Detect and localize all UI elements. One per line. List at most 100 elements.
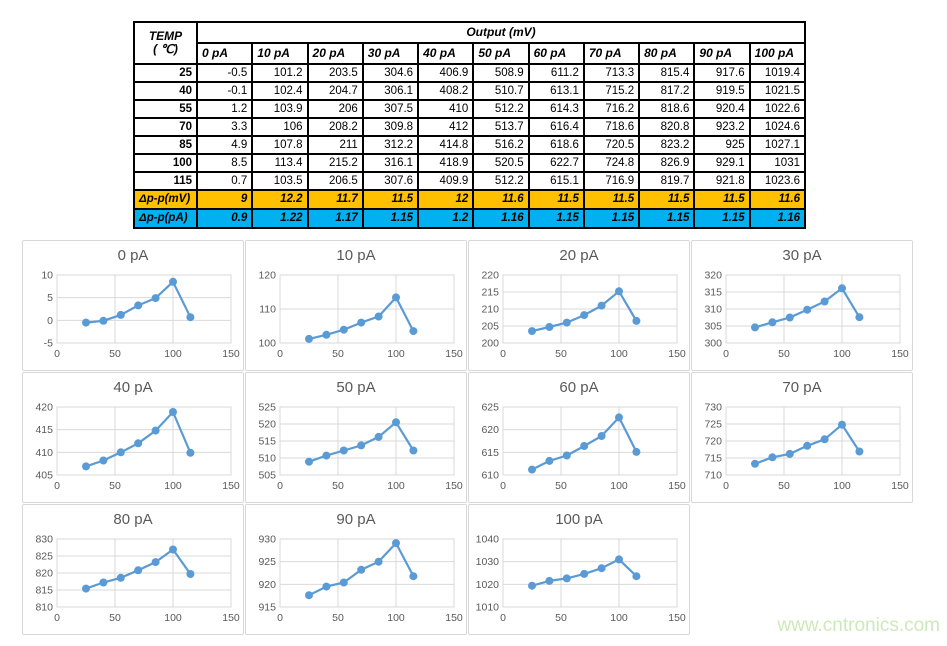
- y-tick-label: 825: [35, 551, 53, 563]
- y-tick-label: 415: [35, 424, 53, 436]
- x-tick-label: 50: [332, 612, 344, 624]
- delta-value: 1.15: [582, 208, 641, 229]
- y-tick-label: 1010: [476, 602, 500, 614]
- value-cell: 819.7: [638, 171, 696, 191]
- value-cell: 1019.4: [748, 63, 807, 83]
- y-tick-label: 210: [481, 304, 499, 316]
- x-tick-label: 50: [109, 480, 121, 492]
- chart-plot: 300 305 310 315 320 0 50 100 150: [704, 270, 908, 361]
- x-tick-label: 50: [109, 348, 121, 360]
- delta-value: 12: [417, 189, 475, 210]
- data-point: [597, 432, 606, 440]
- delta-value: 11.5: [527, 189, 585, 210]
- y-tick-label: 315: [704, 287, 722, 299]
- y-tick-label: 520: [258, 419, 276, 431]
- data-point: [632, 316, 641, 325]
- temp-cell: 115: [133, 171, 198, 191]
- temp-cell: 40: [133, 81, 198, 101]
- table-row: 115 0.7 103.5 206.5 307.6 409.9 512.2 615.1 716.…: [133, 171, 807, 191]
- chart-title: 40 pA: [113, 379, 153, 396]
- value-cell: 520.5: [472, 153, 530, 173]
- value-cell: 4.9: [195, 135, 254, 155]
- data-point: [134, 566, 143, 575]
- value-cell: 412: [417, 117, 475, 137]
- value-cell: 920.4: [693, 99, 751, 119]
- y-tick-label: 205: [481, 321, 499, 333]
- data-point: [580, 569, 589, 578]
- y-tick-label: 410: [35, 447, 53, 459]
- y-tick-label: 305: [704, 321, 722, 333]
- y-tick-label: 110: [259, 304, 276, 316]
- x-tick-label: 0: [54, 480, 60, 492]
- col-header: 30 pA: [361, 42, 420, 65]
- value-cell: 516.2: [472, 135, 530, 155]
- data-point: [169, 545, 177, 554]
- y-tick-label: 620: [481, 424, 499, 436]
- chart-title: 90 pA: [336, 511, 376, 528]
- x-tick-label: 0: [54, 612, 60, 624]
- y-tick-label: 930: [258, 534, 276, 546]
- data-point: [169, 277, 177, 286]
- y-tick-label: 200: [481, 338, 499, 350]
- data-point: [409, 446, 418, 455]
- data-point: [339, 325, 348, 334]
- charts-grid: 0 pA -5 0 5 10 0 50 100 150 10 pA 100 110 120 0 50 100 1…: [22, 240, 913, 635]
- table-row: 100 8.5 113.4 215.2 316.1 418.9 520.5 622.7 724.…: [133, 153, 807, 173]
- y-tick-label: 505: [258, 470, 276, 482]
- table-head: TEMP( ℃) Output (mV) 0 pA 10 pA 20 pA 30 pA 40…: [133, 21, 807, 65]
- data-point: [322, 451, 331, 460]
- data-point: [751, 323, 759, 332]
- delta-value: 11.5: [582, 189, 641, 210]
- data-point: [116, 310, 125, 319]
- data-point: [528, 327, 536, 336]
- data-point: [339, 578, 348, 587]
- watermark: www.cntronics.com: [777, 615, 940, 636]
- value-cell: 815.4: [638, 63, 696, 83]
- chart-title: 20 pA: [559, 247, 599, 264]
- value-cell: -0.5: [195, 63, 254, 83]
- chart-panel-40-pa: 40 pA 405 410 415 420 0 50 100 150: [22, 372, 244, 503]
- value-cell: 929.1: [693, 153, 751, 173]
- corner-cell: TEMP( ℃): [133, 21, 198, 65]
- y-tick-label: 310: [704, 304, 722, 316]
- value-cell: 408.2: [417, 81, 475, 101]
- x-tick-label: 100: [610, 348, 628, 360]
- value-cell: 102.4: [251, 81, 309, 101]
- data-point: [768, 318, 777, 327]
- chart-plot: 1010 1020 1030 1040 0 50 100 150: [476, 534, 686, 625]
- x-tick-label: 50: [332, 348, 344, 360]
- x-tick-label: 50: [778, 480, 790, 492]
- data-point: [99, 578, 108, 587]
- data-point: [186, 313, 195, 322]
- data-point: [838, 284, 846, 293]
- value-cell: 1022.6: [748, 99, 807, 119]
- value-cell: 512.2: [472, 171, 530, 191]
- value-cell: 208.2: [306, 117, 364, 137]
- value-cell: 614.3: [527, 99, 585, 119]
- data-point: [855, 313, 864, 322]
- value-cell: 611.2: [527, 63, 585, 83]
- delta-value: 1.15: [527, 208, 585, 229]
- x-tick-label: 100: [833, 348, 851, 360]
- data-point: [545, 323, 554, 331]
- x-tick-label: 0: [277, 348, 283, 360]
- data-point: [305, 457, 313, 466]
- col-header: 70 pA: [582, 42, 641, 65]
- value-cell: 716.2: [582, 99, 641, 119]
- value-cell: 820.8: [638, 117, 696, 137]
- value-cell: 716.9: [582, 171, 641, 191]
- y-tick-label: 830: [35, 534, 53, 546]
- x-tick-label: 150: [445, 612, 463, 624]
- data-point: [392, 293, 400, 302]
- data-point: [134, 301, 143, 310]
- value-cell: 409.9: [417, 171, 475, 191]
- data-point: [580, 442, 589, 450]
- data-point: [820, 297, 829, 306]
- y-tick-label: 710: [704, 470, 722, 482]
- y-tick-label: -5: [44, 338, 53, 350]
- value-cell: 312.2: [361, 135, 420, 155]
- value-cell: 113.4: [251, 153, 309, 173]
- chart-panel-80-pa: 80 pA 810 815 820 825 830 0 50 100 150: [22, 504, 244, 635]
- temp-cell: 85: [133, 135, 198, 155]
- col-header: 90 pA: [693, 42, 751, 65]
